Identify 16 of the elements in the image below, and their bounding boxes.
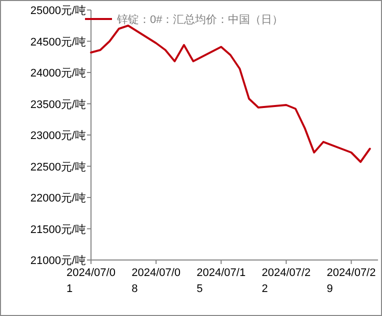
y-tick-label: 24000元/吨 xyxy=(30,66,86,80)
line-series xyxy=(90,24,371,163)
x-tick-label: 2024/07/29 xyxy=(326,267,376,295)
y-tick-label: 21000元/吨 xyxy=(30,254,86,267)
x-tick-label: 2024/07/22 xyxy=(262,267,311,295)
y-tick-label: 25000元/吨 xyxy=(30,4,86,17)
y-tick-label: 23000元/吨 xyxy=(30,129,86,142)
y-tick-label: 22000元/吨 xyxy=(30,192,86,204)
y-tick-label: 23500元/吨 xyxy=(30,98,86,111)
legend-label: 锌锭：0#：汇总均价：中国（日） xyxy=(116,13,284,26)
x-tick-label: 2024/07/01 xyxy=(66,267,116,295)
x-tick-label: 2024/07/08 xyxy=(132,267,181,295)
y-tick-label: 22500元/吨 xyxy=(30,160,86,174)
y-tick-label: 21500元/吨 xyxy=(30,222,86,236)
x-tick-label: 2024/07/15 xyxy=(196,267,246,295)
y-tick-label: 24500元/吨 xyxy=(30,35,86,48)
